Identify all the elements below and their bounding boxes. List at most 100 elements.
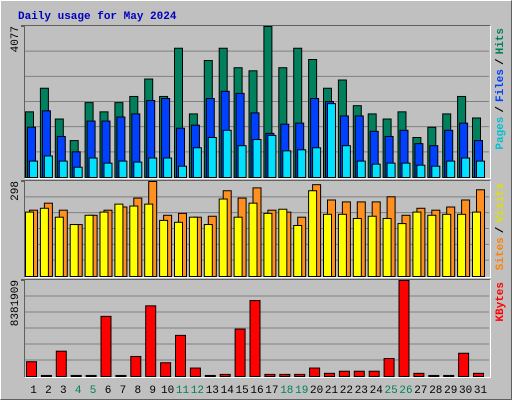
bar bbox=[234, 328, 246, 377]
bar bbox=[73, 166, 83, 178]
bar bbox=[386, 162, 396, 178]
bar bbox=[233, 216, 243, 277]
legend: Sites / Visits bbox=[495, 183, 507, 270]
bar bbox=[237, 145, 247, 178]
legend-separator: / bbox=[495, 58, 507, 65]
x-tick-label: 29 bbox=[444, 385, 457, 397]
bar bbox=[118, 160, 128, 178]
bar bbox=[476, 160, 485, 178]
bar bbox=[252, 139, 262, 178]
bar bbox=[443, 374, 455, 377]
bar bbox=[397, 223, 407, 277]
x-tick-label: 23 bbox=[355, 385, 368, 397]
bar bbox=[174, 221, 183, 278]
bar bbox=[297, 149, 307, 178]
x-tick-label: 1 bbox=[30, 385, 37, 397]
bar bbox=[446, 160, 456, 178]
bar bbox=[458, 352, 470, 378]
bar bbox=[282, 150, 292, 178]
bar bbox=[145, 305, 157, 378]
bar bbox=[312, 147, 322, 179]
bar bbox=[40, 374, 52, 377]
bar bbox=[133, 161, 143, 178]
bar bbox=[473, 372, 484, 377]
bar bbox=[178, 165, 187, 179]
x-tick-label: 30 bbox=[459, 385, 472, 397]
bar bbox=[207, 137, 217, 178]
x-tick-label: 19 bbox=[295, 385, 308, 397]
bar bbox=[192, 147, 202, 179]
x-tick-label: 21 bbox=[325, 385, 339, 397]
bar bbox=[413, 372, 425, 377]
chart-title: Daily usage for May 2024 bbox=[18, 11, 177, 23]
bar bbox=[294, 373, 306, 378]
bar bbox=[341, 145, 351, 178]
bar bbox=[218, 198, 228, 277]
bar bbox=[70, 374, 82, 377]
legend-entry: Sites bbox=[495, 237, 507, 270]
bar bbox=[160, 362, 172, 377]
panel-bevel-light bbox=[24, 279, 491, 378]
y-tick-label: 298 bbox=[10, 181, 22, 201]
x-tick-label: 18 bbox=[280, 385, 293, 397]
bar bbox=[327, 103, 336, 178]
legend-entry: Pages bbox=[495, 117, 507, 150]
x-tick-label: 11 bbox=[176, 385, 190, 397]
x-tick-label: 26 bbox=[399, 385, 412, 397]
bar bbox=[189, 367, 201, 377]
bar bbox=[412, 211, 422, 278]
bar bbox=[461, 157, 471, 179]
bar bbox=[356, 160, 366, 178]
bar bbox=[188, 216, 198, 277]
x-tick-label: 5 bbox=[90, 385, 97, 397]
bar bbox=[69, 224, 79, 277]
bar bbox=[219, 373, 231, 378]
bar bbox=[26, 361, 37, 377]
panel-bevel-dark bbox=[24, 25, 491, 179]
bar bbox=[85, 374, 97, 377]
bar bbox=[103, 162, 113, 178]
bar bbox=[263, 212, 273, 277]
x-tick-label: 9 bbox=[149, 385, 156, 397]
bar bbox=[222, 129, 232, 179]
bar bbox=[428, 374, 440, 377]
bar bbox=[203, 224, 213, 277]
x-tick-label: 16 bbox=[250, 385, 263, 397]
bar bbox=[337, 213, 347, 277]
bar bbox=[352, 217, 362, 277]
bar bbox=[54, 216, 64, 277]
x-tick-label: 20 bbox=[310, 385, 323, 397]
bar bbox=[129, 205, 139, 277]
bar bbox=[100, 315, 112, 378]
bar bbox=[472, 211, 481, 278]
bar bbox=[278, 208, 288, 277]
x-tick-label: 25 bbox=[384, 385, 397, 397]
bar bbox=[144, 203, 154, 277]
bar bbox=[39, 207, 49, 277]
x-tick-label: 7 bbox=[120, 385, 127, 397]
bar bbox=[55, 350, 67, 378]
bar bbox=[338, 370, 350, 378]
x-tick-label: 14 bbox=[221, 385, 235, 397]
bar bbox=[308, 190, 318, 277]
x-tick-label: 17 bbox=[265, 385, 278, 397]
legend-entry: Files bbox=[495, 69, 507, 102]
bar bbox=[130, 355, 142, 378]
bar bbox=[382, 217, 392, 277]
x-tick-label: 27 bbox=[414, 385, 427, 397]
bar bbox=[324, 372, 335, 377]
bar bbox=[279, 373, 291, 378]
bar bbox=[401, 162, 411, 178]
panel-bevel-light bbox=[24, 25, 491, 179]
bar bbox=[264, 373, 276, 378]
x-tick-label: 6 bbox=[105, 385, 112, 397]
bar bbox=[148, 157, 158, 179]
bar bbox=[29, 160, 38, 178]
bar bbox=[371, 163, 381, 179]
bar bbox=[114, 203, 124, 277]
bar bbox=[99, 211, 109, 278]
bar bbox=[204, 374, 216, 377]
bar bbox=[398, 280, 410, 377]
